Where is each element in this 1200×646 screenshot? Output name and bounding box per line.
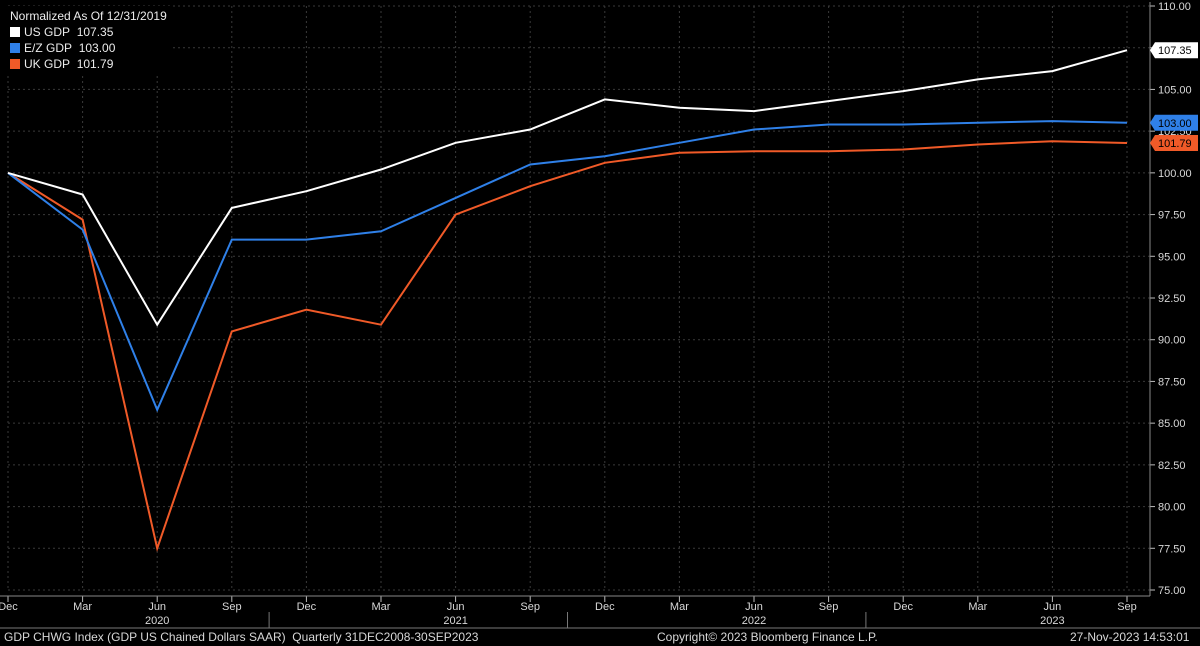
y-tick-label: 82.50	[1158, 460, 1186, 472]
y-tick-label: 77.50	[1158, 543, 1186, 555]
legend-label-ez: E/Z GDP	[24, 41, 73, 55]
year-label: 2022	[742, 615, 766, 627]
legend-swatch-ez	[10, 43, 20, 53]
tag-background	[1150, 134, 1198, 151]
x-tick-label: Mar	[670, 601, 689, 613]
legend: Normalized As Of 12/31/2019 US GDP 107.3…	[4, 6, 173, 76]
footer-source: GDP CHWG Index (GDP US Chained Dollars S…	[4, 630, 479, 644]
x-tick-label: Jun	[745, 601, 763, 613]
legend-value-uk: 101.79	[76, 57, 114, 71]
y-tick-label: 75.00	[1158, 585, 1186, 597]
year-label: 2020	[145, 615, 169, 627]
legend-label-us: US GDP	[24, 25, 71, 39]
x-axis: Dec Mar Jun Sep Dec Mar Jun Sep Dec Mar Jun Sep Dec M…	[0, 595, 1200, 629]
grid-lines	[7, 5, 1150, 591]
y-tick-label: 95.00	[1158, 251, 1186, 263]
x-tick-label: Sep	[1117, 601, 1137, 613]
x-tick-label: Sep	[222, 601, 242, 613]
x-tick-label: Sep	[520, 601, 540, 613]
footer-timestamp: 27-Nov-2023 14:53:01	[1070, 630, 1190, 644]
tag-background	[1150, 114, 1198, 131]
series-line-uk	[7, 140, 1128, 552]
x-tick-label: Jun	[1044, 601, 1062, 613]
x-tick-label: Mar	[968, 601, 987, 613]
legend-swatch-uk	[10, 59, 20, 69]
year-label: 2021	[443, 615, 467, 627]
y-tick-label: 92.50	[1158, 293, 1186, 305]
footer-copyright: Copyright© 2023 Bloomberg Finance L.P.	[657, 630, 878, 644]
x-tick-label: Dec	[297, 601, 317, 613]
y-tick-label: 97.50	[1158, 210, 1186, 222]
last-value-tags: 107.35 103.00 101.79	[1150, 42, 1198, 151]
x-tick-label: Dec	[595, 601, 615, 613]
chart-title: Normalized As Of 12/31/2019	[10, 9, 167, 23]
legend-item-us[interactable]: US GDP 107.35	[10, 24, 167, 40]
tag-label: 107.35	[1158, 45, 1192, 57]
x-tick-label: Mar	[73, 601, 92, 613]
y-axis: 75.00 77.50 80.00 82.50 85.00 87.50 90.00 92.50…	[1149, 1, 1192, 597]
y-tick-label: 110.00	[1158, 1, 1191, 13]
series-line-ez	[7, 120, 1128, 413]
legend-swatch-us	[10, 27, 20, 37]
legend-item-uk[interactable]: UK GDP 101.79	[10, 56, 167, 72]
tag-label: 101.79	[1158, 138, 1192, 150]
tag-background	[1150, 42, 1198, 59]
last-value-tag-ez: 103.00	[1150, 114, 1198, 131]
x-tick-label: Sep	[819, 601, 839, 613]
last-value-tag-us: 107.35	[1150, 42, 1198, 59]
x-tick-label: Dec	[0, 601, 18, 613]
y-tick-label: 90.00	[1158, 335, 1186, 347]
x-tick-label: Jun	[447, 601, 465, 613]
y-tick-label: 100.00	[1158, 168, 1192, 180]
last-value-tag-uk: 101.79	[1150, 134, 1198, 151]
x-tick-label: Mar	[372, 601, 391, 613]
y-tick-label: 105.00	[1158, 84, 1192, 96]
series-lines	[7, 49, 1128, 552]
year-label: 2023	[1040, 615, 1064, 627]
legend-item-ez[interactable]: E/Z GDP 103.00	[10, 40, 167, 56]
legend-label-uk: UK GDP	[24, 57, 71, 71]
y-tick-label: 87.50	[1158, 376, 1186, 388]
series-line-us	[7, 49, 1128, 327]
y-tick-label: 85.00	[1158, 418, 1186, 430]
y-tick-label: 80.00	[1158, 502, 1186, 514]
tag-label: 103.00	[1158, 118, 1192, 130]
x-tick-label: Jun	[148, 601, 166, 613]
legend-value-us: 107.35	[76, 25, 114, 39]
legend-value-ez: 103.00	[78, 41, 116, 55]
x-tick-label: Dec	[893, 601, 913, 613]
